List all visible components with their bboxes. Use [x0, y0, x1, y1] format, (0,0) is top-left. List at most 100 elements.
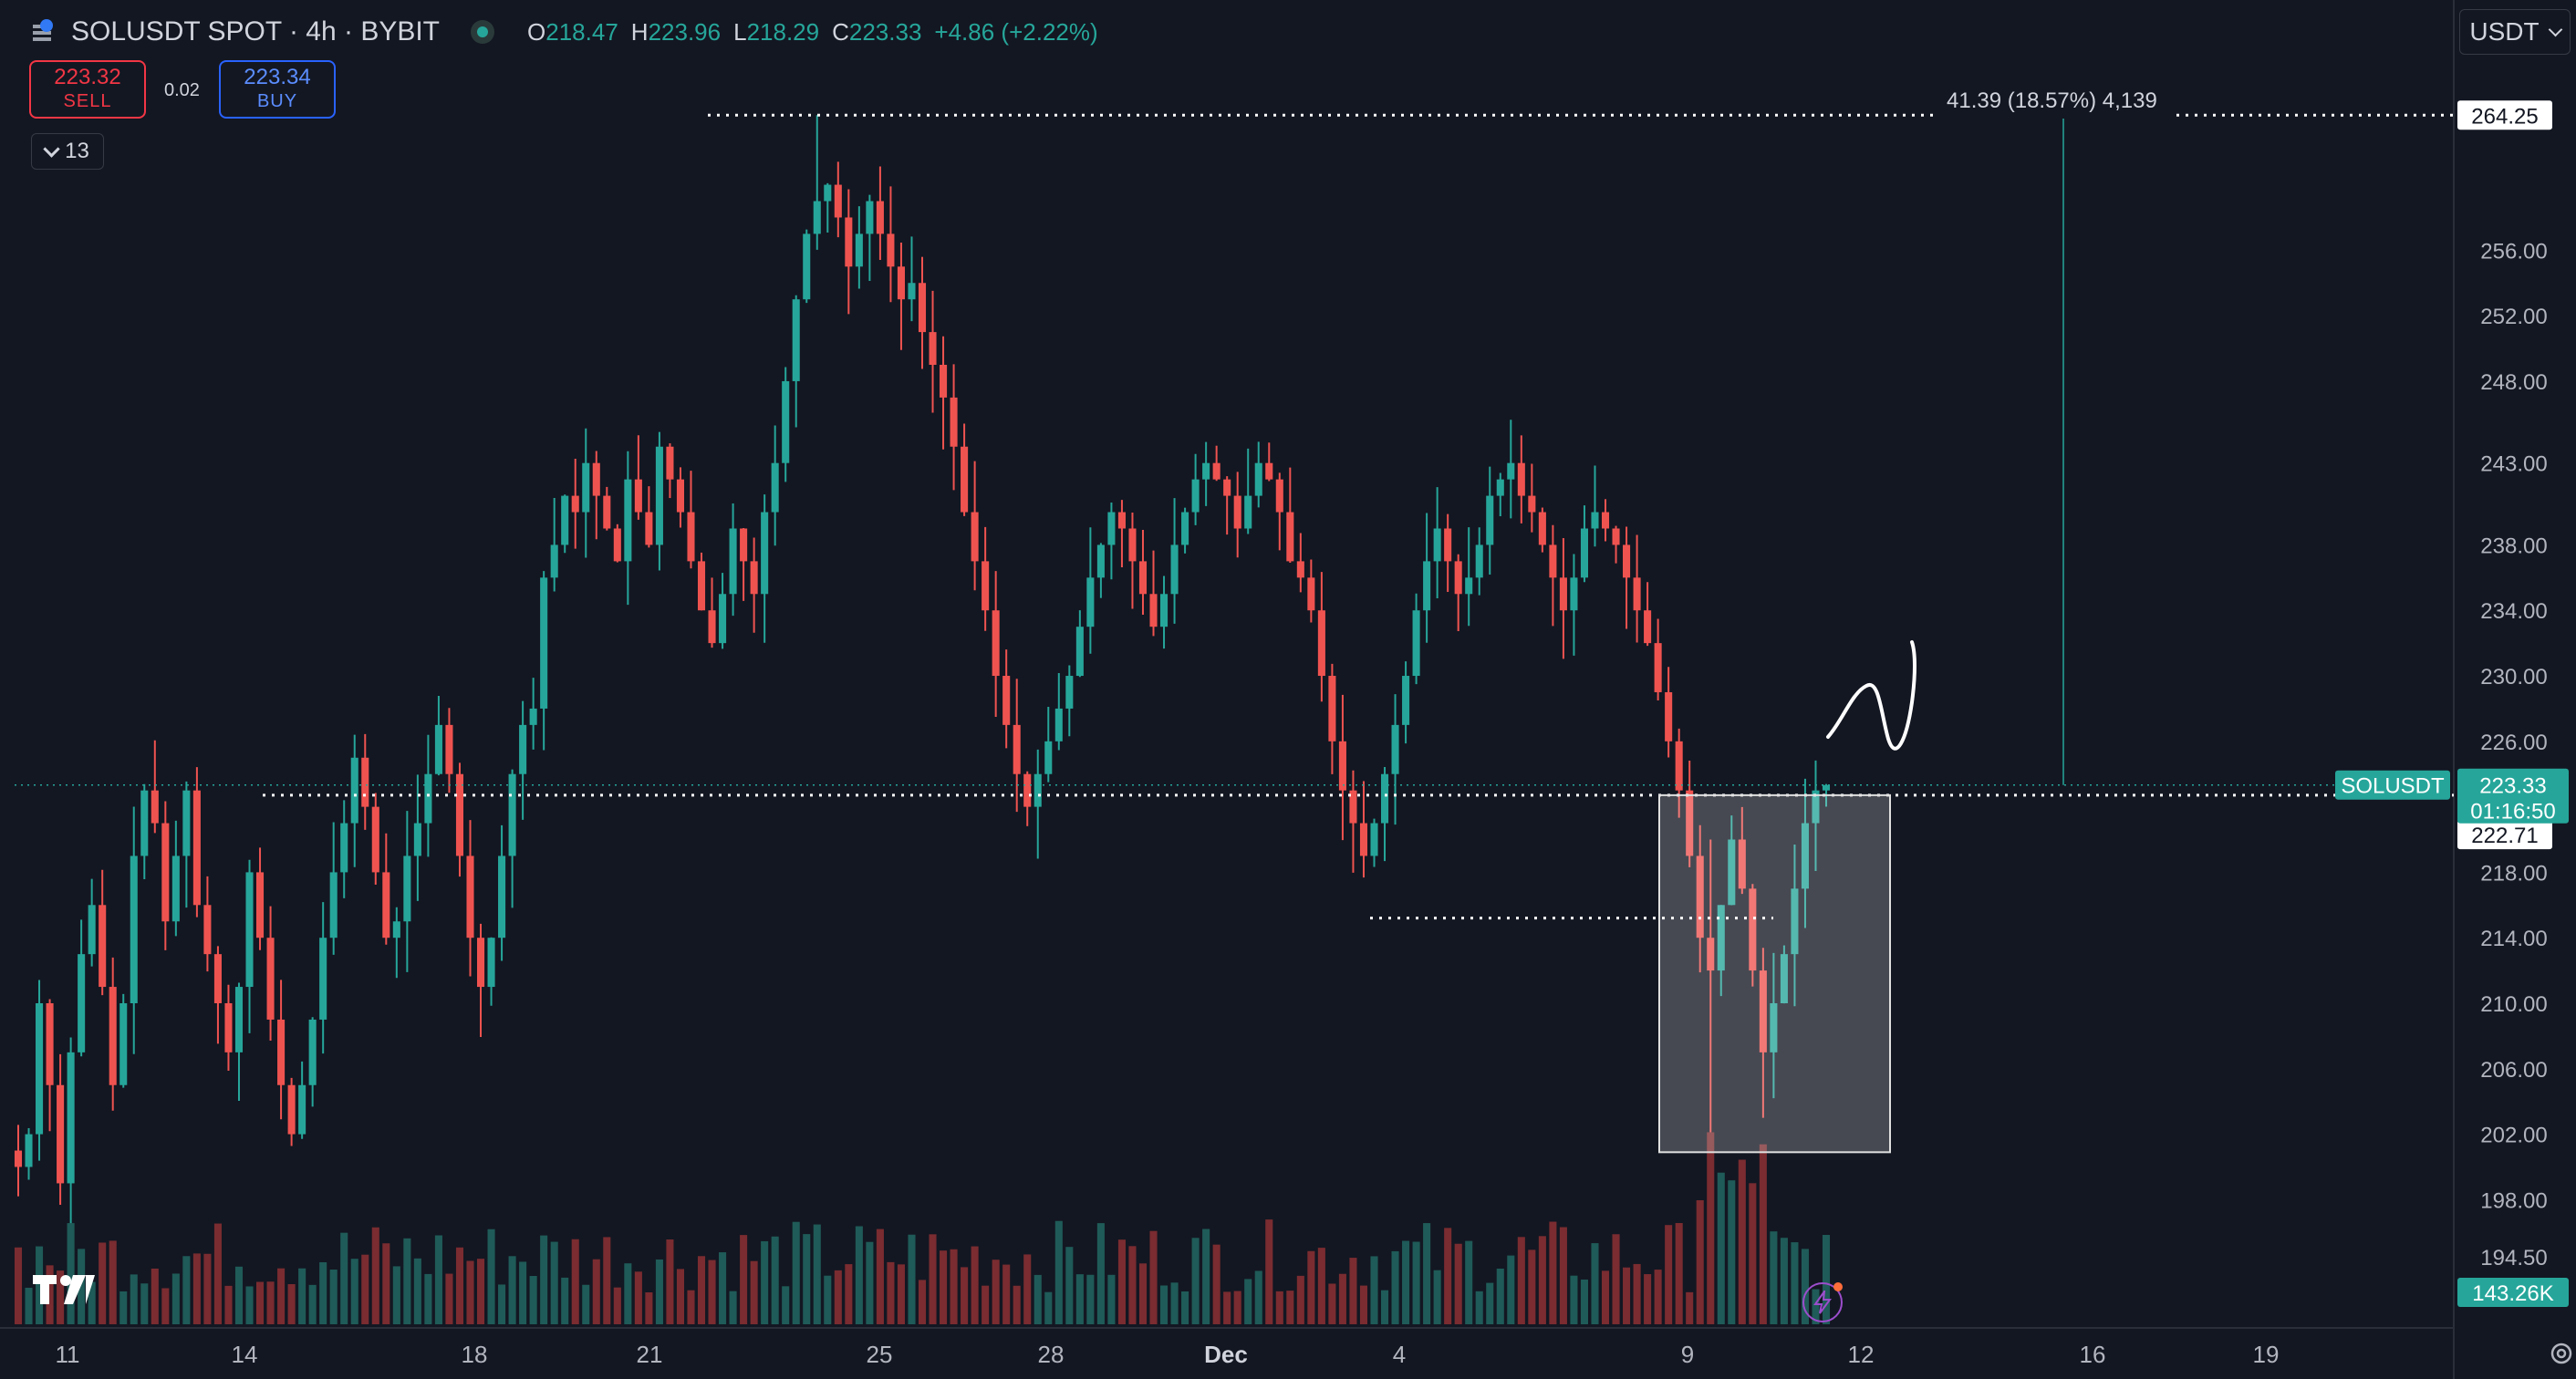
volume-bar [582, 1284, 590, 1324]
volume-bar [392, 1266, 400, 1324]
candle-body [466, 855, 474, 938]
candle-body [1686, 790, 1694, 856]
candle-body [1191, 479, 1200, 513]
volume-bar [1044, 1291, 1053, 1324]
volume-bar [119, 1291, 128, 1324]
volume-bar [1338, 1273, 1346, 1324]
candle-body [298, 1084, 306, 1135]
candle-body [1623, 544, 1631, 578]
indicators-toggle-button[interactable]: 13 [31, 133, 104, 170]
symbol-title[interactable]: SOLUSDT SPOT · 4h · BYBIT [71, 16, 441, 47]
candle-body [940, 365, 948, 398]
candle-body [161, 823, 170, 922]
candle-body [792, 299, 800, 381]
volume-bar [1686, 1291, 1694, 1324]
volume-bar [782, 1286, 790, 1324]
gear-icon[interactable] [2547, 1339, 2576, 1368]
candle-body [519, 724, 527, 774]
candle-body [876, 201, 884, 234]
currency-select[interactable]: USDT [2459, 9, 2571, 55]
volume-bar [1391, 1250, 1399, 1324]
candle-body [498, 855, 506, 938]
candle-body [929, 332, 937, 365]
volume-bar [719, 1252, 727, 1324]
indicators-count: 13 [65, 139, 89, 163]
volume-bar [908, 1234, 916, 1324]
candle-body [140, 790, 149, 856]
volume-bar [171, 1273, 180, 1324]
volume-bar [109, 1240, 117, 1324]
candle-body [476, 938, 485, 988]
volume-bar [1728, 1180, 1736, 1324]
volume-bar [130, 1274, 138, 1324]
candle-body [761, 512, 769, 595]
volume-bar [1128, 1246, 1137, 1324]
volume-bar [1475, 1291, 1483, 1324]
alert-bolt-button[interactable] [1802, 1282, 1843, 1322]
ohlc-key: H [630, 17, 649, 46]
bar-countdown-label: 01:16:50 [2470, 800, 2555, 824]
volume-bar [266, 1281, 275, 1324]
volume-bar [161, 1288, 170, 1324]
candle-body [1591, 512, 1599, 529]
legend-header: SOLUSDT SPOT · 4h · BYBIT O218.47 H223.96… [27, 13, 1098, 51]
candle-body [319, 938, 327, 1020]
candle-body [1780, 954, 1788, 1003]
candle-body [1433, 528, 1441, 562]
volume-bar [1601, 1270, 1610, 1324]
demand-zone-rectangle[interactable] [1658, 793, 1891, 1154]
candle-body [1496, 479, 1504, 496]
candle-body [550, 544, 558, 578]
freehand-drawing[interactable] [1826, 640, 1916, 751]
candle-body [1801, 823, 1809, 889]
candle-body [834, 184, 842, 218]
candle-body [508, 773, 516, 856]
volume-bar [1075, 1274, 1084, 1324]
candle-body [855, 233, 863, 267]
tradingview-logo-icon[interactable] [33, 1271, 95, 1308]
candle-body [1812, 790, 1820, 824]
volume-bar [403, 1238, 411, 1324]
candle-body [1202, 462, 1210, 480]
market-status-icon[interactable] [471, 20, 495, 44]
candle-body [1065, 676, 1074, 709]
volume-bar [1191, 1238, 1200, 1324]
candle-body [1707, 938, 1715, 971]
candle-body [1822, 784, 1831, 791]
volume-bar [1623, 1267, 1631, 1324]
candle-body [1675, 741, 1683, 791]
candle-body [361, 757, 369, 807]
volume-bar [1317, 1248, 1325, 1324]
time-tick-label: 19 [2253, 1341, 2280, 1368]
candle-body [1359, 823, 1368, 856]
candle-body [624, 479, 632, 562]
volume-bar [708, 1260, 716, 1324]
volume-bar [245, 1286, 254, 1324]
volume-bar [1780, 1238, 1788, 1324]
volume-bar [1749, 1183, 1757, 1324]
candle-body [392, 921, 400, 938]
volume-bar [256, 1281, 265, 1324]
volume-bar [687, 1290, 695, 1324]
buy-button[interactable]: 223.34 BUY [219, 60, 336, 119]
candle-body [1023, 773, 1032, 807]
candle-body [1002, 676, 1011, 725]
ohlc-key: C [832, 17, 849, 46]
candle-body [1275, 479, 1283, 513]
support-price-label-bg [2457, 820, 2552, 850]
price-tick-label: 234.00 [2480, 599, 2547, 624]
volume-bar [887, 1261, 895, 1324]
volume-bar [498, 1284, 506, 1324]
sell-button[interactable]: 223.32 SELL [29, 60, 146, 119]
volume-bar [1412, 1241, 1420, 1324]
volume-bar [1801, 1249, 1809, 1324]
volume-bar [234, 1266, 244, 1324]
candle-body [151, 790, 159, 824]
candle-body [382, 872, 390, 938]
volume-bar [1696, 1200, 1704, 1324]
volume-bar [950, 1249, 958, 1324]
candle-body [1538, 512, 1546, 545]
candle-body [1391, 724, 1399, 774]
symbol-menu-icon[interactable] [27, 17, 57, 47]
